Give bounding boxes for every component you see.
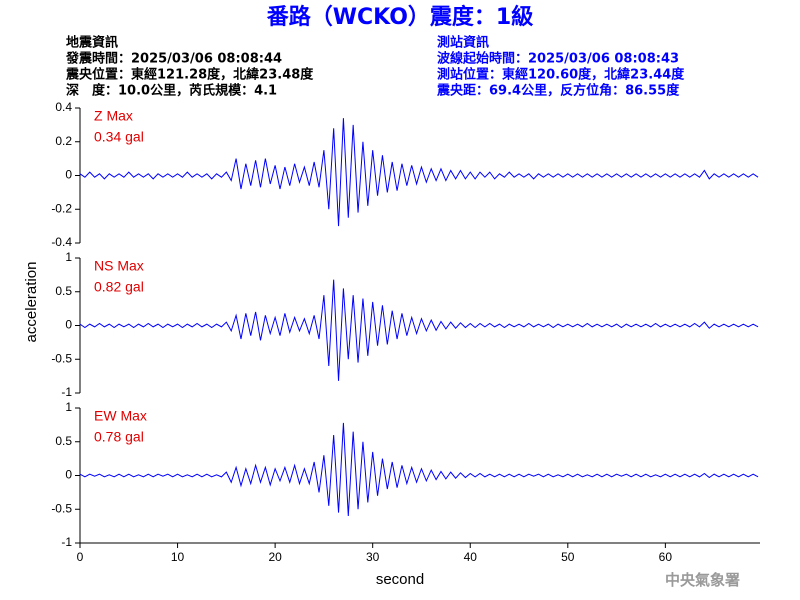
- header-info: 測站資訊: [437, 35, 489, 51]
- header-info: 波線起始時間：2025/03/06 08:08:43: [437, 51, 679, 67]
- header-info: 深 度：10.0公里，芮氏規模：4.1: [66, 83, 277, 99]
- x-tick-label: 60: [659, 550, 673, 564]
- channel-label: EW Max: [94, 408, 147, 424]
- y-tick-label: -0.4: [51, 235, 72, 249]
- waveform: [79, 422, 759, 517]
- y-tick-label: 0.5: [55, 284, 72, 298]
- waveform: [79, 118, 759, 227]
- x-tick-label: 50: [561, 550, 575, 564]
- y-tick-label: -1: [61, 385, 72, 399]
- x-tick-label: 40: [464, 550, 478, 564]
- y-axis-label: acceleration: [23, 262, 40, 343]
- header-info: 地震資訊: [66, 35, 118, 51]
- footer: 中央氣象署: [665, 571, 740, 589]
- header-info: 測站位置：東經120.60度，北緯23.44度: [437, 67, 685, 83]
- y-tick-label: -0.2: [51, 201, 72, 215]
- y-tick-label: 0: [65, 468, 72, 482]
- y-tick-label: 0.2: [55, 134, 72, 148]
- y-tick-label: -1: [61, 535, 72, 549]
- y-tick-label: 0: [65, 168, 72, 182]
- max-label: 0.78 gal: [94, 429, 144, 445]
- y-tick-label: 1: [65, 400, 72, 414]
- channel-label: Z Max: [94, 108, 133, 124]
- channel-label: NS Max: [94, 258, 144, 274]
- header-info: 震央距：69.4公里，反方位角：86.55度: [436, 83, 680, 99]
- header-info: 震央位置：東經121.28度，北緯23.48度: [65, 67, 314, 83]
- y-tick-label: 0: [65, 318, 72, 332]
- max-label: 0.34 gal: [94, 129, 144, 145]
- y-tick-label: 0.4: [55, 100, 72, 114]
- y-tick-label: 0.5: [55, 434, 72, 448]
- max-label: 0.82 gal: [94, 279, 144, 295]
- header-info: 發震時間：2025/03/06 08:08:44: [65, 51, 282, 67]
- y-tick-label: -0.5: [51, 351, 72, 365]
- y-tick-label: 1: [65, 250, 72, 264]
- x-tick-label: 0: [77, 550, 84, 564]
- x-axis-label: second: [376, 571, 424, 588]
- chart-title: 番路（WCKO）震度：1級: [266, 4, 533, 30]
- x-tick-label: 10: [171, 550, 185, 564]
- waveform: [79, 279, 759, 381]
- x-tick-label: 20: [268, 550, 282, 564]
- y-tick-label: -0.5: [51, 501, 72, 515]
- x-tick-label: 30: [366, 550, 380, 564]
